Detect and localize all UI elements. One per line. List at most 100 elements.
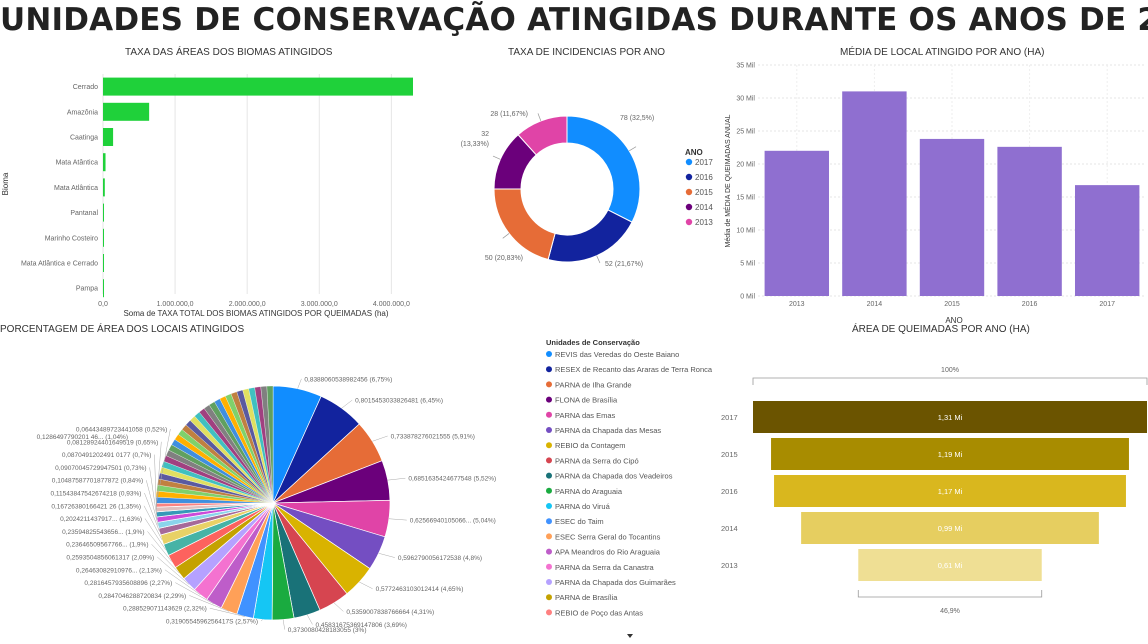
y-tick-label: Mata Atlântica e Cerrado bbox=[21, 261, 98, 268]
y-tick-label: 20 Mil bbox=[736, 162, 755, 169]
leader-line bbox=[164, 569, 201, 595]
legend-label: 2016 bbox=[695, 173, 713, 182]
pie-slice-minor bbox=[266, 385, 274, 504]
slice-label: 0,3190554596256417S (2,57%) bbox=[166, 619, 258, 626]
slice-label: 0,26463082910976... (2,13%) bbox=[76, 567, 162, 574]
leader-line bbox=[155, 441, 162, 510]
category-label: 2014 bbox=[721, 524, 738, 533]
leader-line bbox=[147, 531, 172, 562]
leader-line bbox=[144, 518, 167, 551]
incidencias-chart[interactable]: TAXA DE INCIDENCIAS POR ANO 78 (32,5%) 52… bbox=[445, 44, 715, 294]
slice-label: 0,5359007838766664 (4,31%) bbox=[346, 609, 434, 616]
bar bbox=[103, 153, 106, 172]
leader-line bbox=[282, 619, 285, 630]
bar bbox=[103, 178, 105, 197]
data-label: 28 (11,67%) bbox=[490, 111, 528, 118]
y-tick-label: 0 Mil bbox=[740, 294, 755, 301]
legend-marker bbox=[685, 218, 693, 226]
category-label: 2013 bbox=[721, 561, 738, 570]
funnel-bar bbox=[774, 475, 1126, 507]
legend-label: PARNA da Serra do Cipó bbox=[555, 456, 639, 465]
bar bbox=[103, 254, 104, 272]
biomas-chart[interactable]: TAXA DAS ÁREAS DOS BIOMAS ATINGIDOS 0,0 1… bbox=[0, 44, 440, 324]
legend-marker bbox=[546, 411, 552, 418]
leader-line bbox=[388, 518, 407, 521]
legend-label: PARNA da Chapada dos Guimarães bbox=[555, 578, 676, 587]
leader-line bbox=[151, 544, 180, 574]
y-tick-label: Marinho Costeiro bbox=[45, 235, 98, 242]
leader-line bbox=[387, 477, 406, 481]
funil-chart-title: ÁREA DE QUEIMADAS POR ANO (HA) bbox=[852, 324, 1030, 335]
y-tick-label: 25 Mil bbox=[736, 129, 755, 136]
legend-label: ESEC do Taim bbox=[555, 517, 604, 526]
leader-line bbox=[157, 556, 190, 585]
legend-marker bbox=[546, 503, 552, 509]
leader-line bbox=[307, 614, 313, 625]
bar bbox=[103, 228, 104, 247]
media-chart[interactable]: MÉDIA DE LOCAL ATINGIDO POR ANO (HA) 0 M… bbox=[718, 44, 1148, 324]
leader-line bbox=[175, 582, 214, 605]
leader-line bbox=[341, 399, 353, 409]
legend-label: APA Meandros do Rio Araguaia bbox=[555, 548, 661, 557]
leader-line bbox=[297, 378, 302, 389]
bar bbox=[764, 150, 830, 296]
legend-marker bbox=[546, 533, 552, 540]
slice-label: 0,08128924401649519 (0,65%) bbox=[67, 439, 158, 446]
legend-label: PARNA do Araguaia bbox=[555, 487, 623, 496]
leader-line bbox=[146, 480, 159, 526]
x-tick-label: 1.000.000,0 bbox=[157, 301, 194, 308]
donut-slice bbox=[547, 209, 633, 263]
legend-label: 2017 bbox=[695, 158, 713, 167]
legend-marker bbox=[685, 158, 693, 166]
legend-label: PARNA de Brasília bbox=[555, 593, 618, 602]
donut-slice bbox=[566, 115, 641, 223]
legend-label: PARNA do Viruá bbox=[555, 502, 611, 511]
funil-chart[interactable]: ÁREA DE QUEIMADAS POR ANO (HA) 100% 1,31 … bbox=[718, 321, 1148, 641]
legend-label: PARNA da Chapada das Mesas bbox=[555, 426, 661, 435]
slice-label: 0,09070045729947501 (0,73%) bbox=[55, 465, 146, 472]
y-tick-label: Amazônia bbox=[67, 109, 98, 116]
legend-label: PARNA de Ilha Grande bbox=[555, 380, 632, 389]
legend-marker bbox=[546, 381, 552, 388]
legend-marker bbox=[546, 563, 552, 570]
media-chart-title: MÉDIA DE LOCAL ATINGIDO POR ANO (HA) bbox=[840, 47, 1045, 58]
data-label: 50 (20,83%) bbox=[485, 255, 523, 262]
legend-label: PARNA da Chapada dos Veadeiros bbox=[555, 472, 673, 481]
x-axis-label: ANO bbox=[945, 316, 962, 324]
bar bbox=[842, 91, 907, 297]
y-tick-label: Mata Atlântica bbox=[54, 185, 98, 192]
slice-label: 0,3730080428183055 (3%) bbox=[288, 627, 367, 634]
slice-label: 0,06443489723441058 (0,52%) bbox=[76, 427, 167, 434]
slice-label: 0,2847046288720834 (2,29%) bbox=[98, 593, 186, 600]
leader-line bbox=[596, 255, 601, 264]
data-label: 1,31 Mi bbox=[938, 413, 963, 422]
leader-line bbox=[143, 505, 163, 540]
leader-line bbox=[209, 607, 246, 617]
leader-line bbox=[359, 581, 373, 589]
x-tick-label: 3.000.000,0 bbox=[301, 301, 338, 308]
slice-label: 0,2816457935608896 (2,27%) bbox=[84, 580, 172, 587]
legend-marker bbox=[685, 188, 693, 196]
data-label: 52 (21,67%) bbox=[605, 261, 643, 268]
bar bbox=[103, 77, 413, 96]
slice-label: 0,0870491202491 0177 (0,7%) bbox=[62, 452, 152, 459]
slice-label: 0,733878276021555 (5,91%) bbox=[391, 433, 475, 440]
slice-label: 0,8388060538982456 (6,75%) bbox=[304, 376, 392, 383]
funnel-bar bbox=[801, 512, 1099, 544]
data-label: 1,17 Mi bbox=[938, 487, 963, 496]
category-label: 2015 bbox=[721, 450, 738, 459]
leader-line bbox=[492, 155, 501, 160]
slice-label: 0,5962790056172538 (4,8%) bbox=[398, 555, 482, 562]
legend-marker bbox=[546, 548, 552, 555]
x-axis-label: Soma de TAXA TOTAL DOS BIOMAS ATINGIDOS … bbox=[123, 309, 388, 318]
y-tick-label: 35 Mil bbox=[736, 63, 755, 70]
locais-chart[interactable]: PORCENTAGEM DE ÁREA DOS LOCAIS ATINGIDOS… bbox=[0, 321, 715, 644]
data-label: 32 bbox=[481, 131, 489, 138]
slice-label: 0,288529071143629 (2,32%) bbox=[123, 606, 207, 613]
legend-label: PARNA da Serra da Canastra bbox=[555, 563, 654, 572]
leader-line bbox=[155, 428, 171, 506]
slice-label: 0,2593504856061317 (2,09%) bbox=[66, 555, 154, 562]
y-axis-label: Bioma bbox=[1, 172, 10, 195]
y-tick-label: Pampa bbox=[76, 286, 98, 293]
legend-title: ANO bbox=[685, 148, 703, 157]
